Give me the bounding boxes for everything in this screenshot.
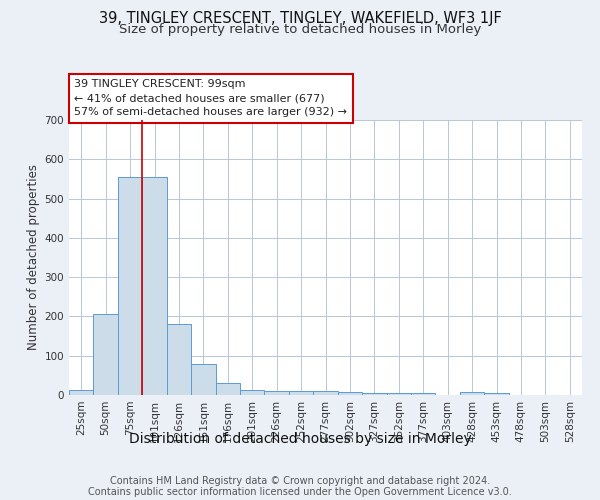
Bar [167, 324, 191, 395]
Bar [411, 393, 436, 395]
Text: Contains HM Land Registry data © Crown copyright and database right 2024.: Contains HM Land Registry data © Crown c… [110, 476, 490, 486]
Bar [142, 177, 167, 395]
Text: 39 TINGLEY CRESCENT: 99sqm
← 41% of detached houses are smaller (677)
57% of sem: 39 TINGLEY CRESCENT: 99sqm ← 41% of deta… [74, 79, 347, 117]
Bar [215, 383, 240, 395]
Text: Distribution of detached houses by size in Morley: Distribution of detached houses by size … [128, 432, 472, 446]
Text: Size of property relative to detached houses in Morley: Size of property relative to detached ho… [119, 23, 481, 36]
Bar [313, 391, 338, 395]
Y-axis label: Number of detached properties: Number of detached properties [28, 164, 40, 350]
Bar [94, 314, 118, 395]
Bar [460, 392, 484, 395]
Bar [118, 177, 142, 395]
Text: 39, TINGLEY CRESCENT, TINGLEY, WAKEFIELD, WF3 1JF: 39, TINGLEY CRESCENT, TINGLEY, WAKEFIELD… [98, 11, 502, 26]
Bar [484, 393, 509, 395]
Bar [289, 391, 313, 395]
Text: Contains public sector information licensed under the Open Government Licence v3: Contains public sector information licen… [88, 487, 512, 497]
Bar [386, 393, 411, 395]
Bar [265, 391, 289, 395]
Bar [240, 390, 265, 395]
Bar [191, 364, 215, 395]
Bar [362, 393, 386, 395]
Bar [69, 390, 94, 395]
Bar [338, 392, 362, 395]
